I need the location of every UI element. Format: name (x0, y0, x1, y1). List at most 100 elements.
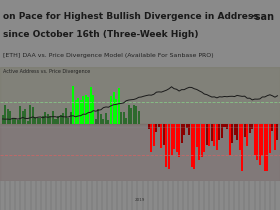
Bar (178, 124, 180, 158)
Bar (80, 100, 82, 124)
Bar (211, 124, 213, 141)
Bar (171, 124, 172, 155)
Bar (95, 119, 97, 124)
Bar (251, 124, 253, 129)
Bar (4, 105, 6, 124)
Bar (47, 114, 49, 124)
Bar (62, 113, 64, 124)
Bar (115, 99, 117, 124)
Bar (37, 118, 39, 124)
Bar (158, 124, 160, 127)
Bar (6, 109, 9, 124)
Bar (60, 115, 62, 124)
Bar (150, 124, 152, 152)
Bar (244, 124, 246, 137)
Bar (271, 124, 274, 131)
Bar (223, 124, 225, 127)
Bar (70, 112, 72, 124)
Bar (216, 124, 218, 150)
Bar (155, 124, 157, 132)
Bar (113, 92, 115, 124)
Bar (259, 124, 261, 164)
Bar (256, 124, 258, 160)
Bar (135, 106, 137, 124)
Bar (193, 124, 195, 169)
Bar (45, 112, 46, 124)
Bar (24, 109, 26, 124)
Bar (102, 119, 104, 124)
Bar (173, 124, 175, 149)
Bar (264, 124, 266, 171)
Bar (85, 95, 87, 124)
Bar (75, 100, 77, 124)
Bar (213, 124, 215, 146)
Bar (186, 124, 188, 128)
Bar (274, 124, 276, 150)
Bar (9, 111, 11, 124)
Bar (218, 124, 220, 140)
Bar (19, 106, 21, 124)
Bar (110, 96, 112, 124)
Bar (231, 124, 233, 143)
Bar (55, 119, 57, 124)
Text: [ETH] DAA vs. Price Divergence Model (Available For Sanbase PRO): [ETH] DAA vs. Price Divergence Model (Av… (3, 53, 213, 58)
Bar (236, 124, 238, 140)
Bar (92, 95, 94, 124)
Bar (208, 124, 210, 146)
Bar (266, 124, 269, 171)
Bar (228, 124, 230, 155)
Bar (120, 112, 122, 124)
Bar (206, 124, 208, 145)
Bar (87, 97, 89, 124)
Bar (269, 124, 271, 153)
Bar (261, 124, 263, 156)
Bar (50, 116, 52, 124)
Bar (77, 98, 79, 124)
Bar (221, 124, 223, 138)
Bar (14, 118, 16, 124)
Bar (276, 124, 279, 140)
Bar (125, 118, 127, 124)
Text: on Pace for Highest Bullish Divergence in Address: on Pace for Highest Bullish Divergence i… (3, 12, 258, 21)
Bar (246, 124, 248, 146)
Text: Active Address vs. Price Divergence: Active Address vs. Price Divergence (3, 70, 90, 75)
Bar (133, 105, 135, 124)
Bar (29, 105, 31, 124)
Bar (67, 118, 69, 124)
Bar (108, 121, 109, 124)
Bar (1, 115, 4, 124)
Bar (201, 124, 203, 157)
Text: ·san: ·san (251, 12, 274, 22)
Text: 2019: 2019 (135, 198, 145, 202)
Bar (226, 124, 228, 130)
Bar (65, 108, 67, 124)
Bar (130, 108, 132, 124)
Bar (138, 111, 140, 124)
Bar (254, 124, 256, 155)
Bar (0, 124, 280, 181)
Bar (181, 124, 183, 143)
Bar (27, 121, 29, 124)
Bar (39, 118, 41, 124)
Bar (105, 113, 107, 124)
Bar (90, 87, 92, 124)
Bar (191, 124, 193, 167)
Bar (163, 124, 165, 145)
Bar (165, 124, 167, 167)
Bar (97, 109, 99, 124)
Text: since October 16th (Three-Week High): since October 16th (Three-Week High) (3, 30, 198, 39)
Bar (0, 67, 280, 124)
Bar (57, 116, 59, 124)
Bar (128, 105, 130, 124)
Bar (196, 124, 198, 147)
Bar (241, 124, 243, 171)
Bar (100, 114, 102, 124)
Bar (34, 117, 36, 124)
Bar (123, 112, 125, 124)
Bar (32, 107, 34, 124)
Bar (52, 111, 54, 124)
Bar (188, 124, 190, 135)
Bar (118, 88, 120, 124)
Bar (203, 124, 205, 152)
Bar (72, 85, 74, 124)
